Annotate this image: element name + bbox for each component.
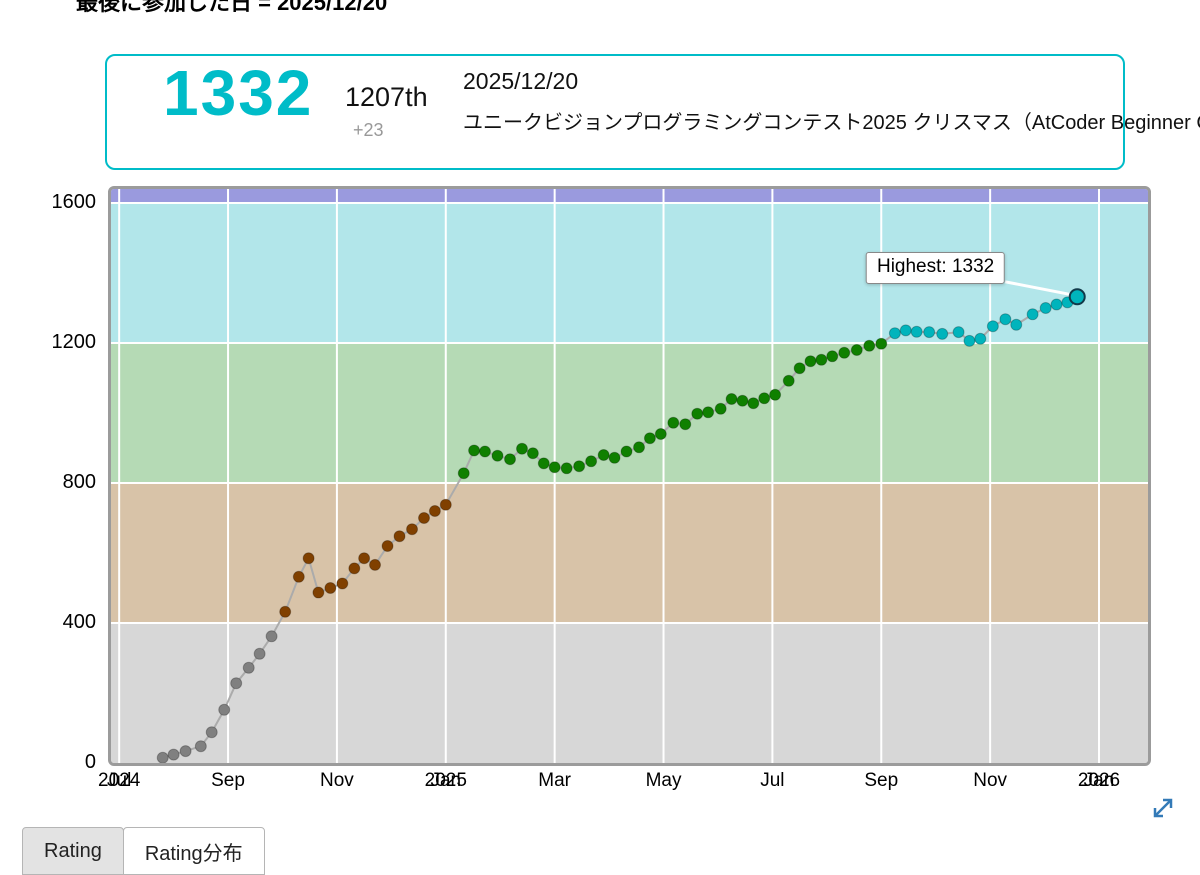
- rating-point[interactable]: [179, 745, 192, 758]
- rating-point[interactable]: [910, 325, 923, 338]
- rating-point[interactable]: [952, 326, 965, 339]
- rating-point[interactable]: [620, 445, 633, 458]
- rating-point[interactable]: [679, 418, 692, 431]
- rating-point[interactable]: [999, 313, 1012, 326]
- rating-point[interactable]: [167, 748, 180, 761]
- rating-point[interactable]: [923, 326, 936, 339]
- rating-point[interactable]: [194, 740, 207, 753]
- rating-point[interactable]: [573, 460, 586, 473]
- rating-point[interactable]: [654, 428, 667, 440]
- rating-point[interactable]: [643, 432, 656, 445]
- rating-point[interactable]: [515, 442, 528, 455]
- rating-point[interactable]: [324, 582, 337, 594]
- rating-point[interactable]: [358, 552, 371, 565]
- rating-point[interactable]: [838, 346, 851, 359]
- rating-point[interactable]: [279, 605, 292, 618]
- rating-point[interactable]: [504, 453, 517, 466]
- rating-point[interactable]: [769, 388, 782, 401]
- rating-point[interactable]: [863, 339, 876, 352]
- expand-icon[interactable]: [1149, 794, 1177, 822]
- rating-point[interactable]: [782, 374, 795, 387]
- current-rating: 1332: [163, 57, 314, 129]
- rating-point[interactable]: [560, 462, 573, 475]
- rating-point[interactable]: [758, 392, 771, 405]
- rating-point[interactable]: [393, 530, 406, 543]
- rating-point[interactable]: [804, 355, 817, 368]
- rating-point[interactable]: [1039, 302, 1052, 314]
- rating-point[interactable]: [899, 324, 912, 337]
- rating-point[interactable]: [369, 558, 382, 571]
- rating-point[interactable]: [292, 570, 305, 583]
- rating-point[interactable]: [468, 444, 481, 457]
- tab-rating[interactable]: Rating: [22, 827, 124, 875]
- rating-point[interactable]: [439, 498, 452, 511]
- rating-point[interactable]: [815, 353, 828, 366]
- rating-point[interactable]: [478, 445, 491, 458]
- rating-point[interactable]: [428, 505, 441, 517]
- rating-point[interactable]: [875, 337, 888, 350]
- rating-point[interactable]: [406, 523, 419, 536]
- last-participation-note: 最後に参加した日 = 2025/12/20: [76, 0, 388, 15]
- rating-point[interactable]: [1026, 308, 1039, 321]
- rating-point[interactable]: [457, 467, 470, 480]
- rating-point[interactable]: [1010, 318, 1023, 331]
- highest-rating-tooltip: Highest: 1332: [865, 251, 1006, 284]
- rating-point[interactable]: [667, 416, 680, 429]
- rating-point[interactable]: [826, 350, 839, 363]
- rating-point[interactable]: [714, 402, 727, 415]
- rating-point[interactable]: [265, 630, 278, 643]
- rating-point[interactable]: [526, 447, 539, 460]
- rating-point[interactable]: [242, 661, 255, 674]
- y-tick-label: 400: [62, 611, 96, 633]
- rating-delta: +23: [353, 120, 384, 140]
- y-tick-label: 0: [84, 751, 96, 773]
- latest-result-card: 1332 1207th +23 2025/12/20 ユニークビジョンプログラミ…: [105, 54, 1200, 170]
- rating-point[interactable]: [537, 457, 550, 470]
- rating-point[interactable]: [691, 407, 704, 420]
- rating-point[interactable]: [585, 455, 598, 468]
- tab-rating-distribution[interactable]: Rating分布: [122, 827, 265, 875]
- rating-point[interactable]: [336, 577, 349, 590]
- rating-point[interactable]: [725, 393, 738, 405]
- rating-point[interactable]: [974, 332, 987, 345]
- rating-point[interactable]: [936, 327, 949, 340]
- rating-point[interactable]: [156, 751, 169, 763]
- contest-rank: 1207th: [345, 82, 428, 112]
- contest-name: ユニークビジョンプログラミングコンテスト2025 クリスマス（AtCoder B…: [463, 112, 1200, 134]
- rating-point[interactable]: [702, 406, 715, 419]
- rating-point[interactable]: [418, 512, 431, 524]
- rating-point[interactable]: [230, 677, 243, 690]
- y-tick-label: 1600: [51, 191, 97, 213]
- rating-point[interactable]: [548, 461, 561, 474]
- rating-point[interactable]: [491, 449, 504, 462]
- rating-point[interactable]: [850, 344, 863, 356]
- rating-point[interactable]: [253, 647, 266, 660]
- rating-point[interactable]: [597, 449, 610, 461]
- rating-point[interactable]: [348, 562, 361, 575]
- contest-date: 2025/12/20: [463, 68, 579, 94]
- rating-point[interactable]: [633, 441, 646, 454]
- rating-point[interactable]: [381, 540, 394, 552]
- rating-point[interactable]: [608, 451, 621, 464]
- rating-point[interactable]: [1050, 298, 1063, 311]
- rating-point[interactable]: [793, 362, 806, 375]
- chart-tabs: Rating Rating分布: [22, 827, 265, 875]
- y-tick-label: 800: [62, 471, 96, 493]
- rating-point[interactable]: [205, 726, 218, 739]
- rating-point[interactable]: [302, 552, 315, 565]
- rating-point[interactable]: [218, 703, 231, 716]
- rating-point[interactable]: [888, 327, 901, 340]
- rating-point[interactable]: [736, 394, 749, 407]
- rating-point[interactable]: [963, 334, 976, 347]
- rating-point[interactable]: [747, 397, 760, 410]
- y-tick-label: 1200: [51, 331, 97, 353]
- rating-point[interactable]: [986, 320, 999, 333]
- rating-point[interactable]: [312, 586, 325, 599]
- rating-point[interactable]: [1068, 288, 1086, 306]
